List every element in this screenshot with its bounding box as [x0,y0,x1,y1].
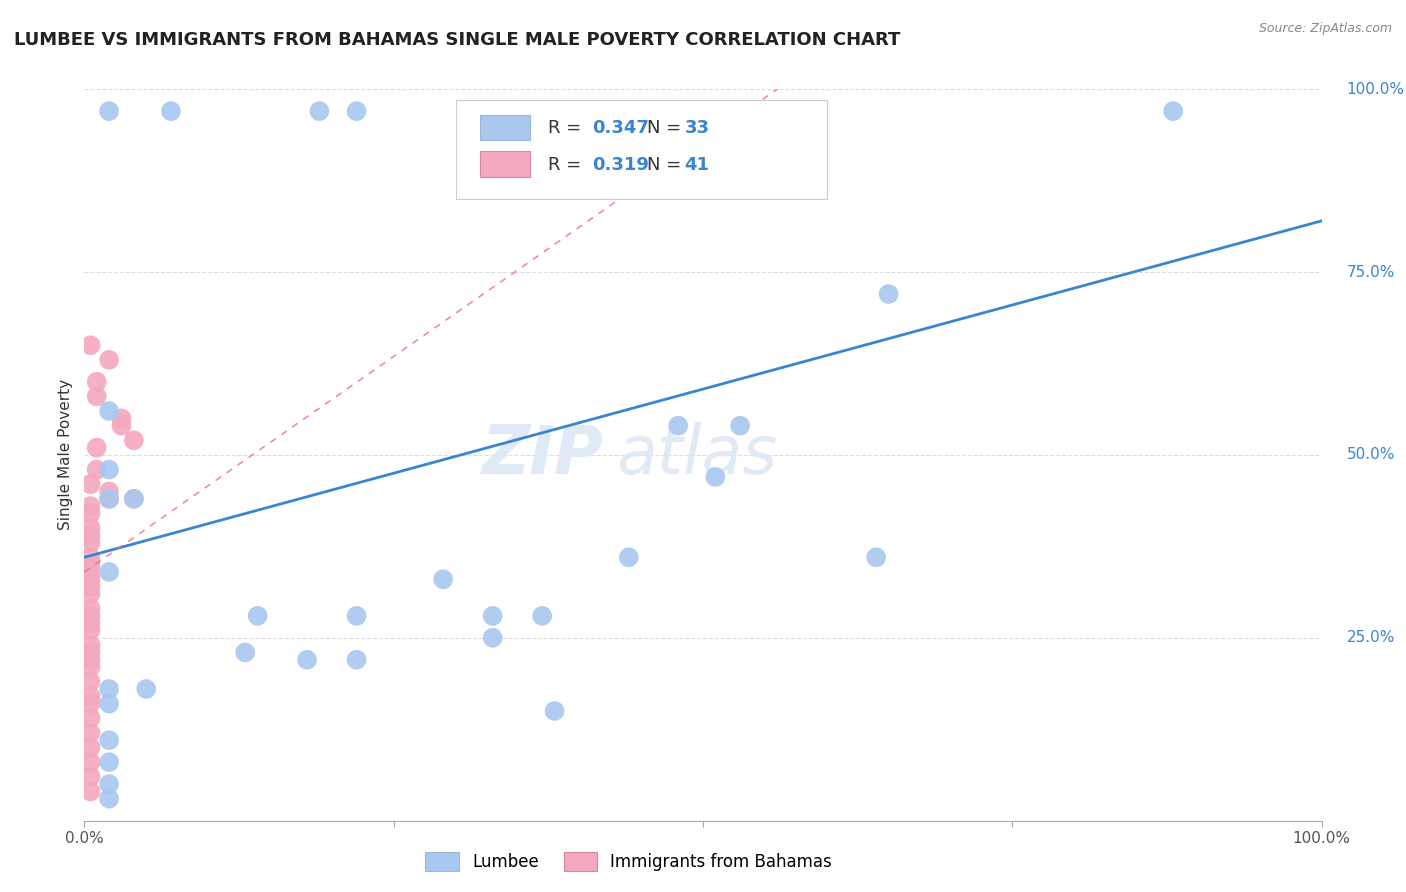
Point [79,624,101,638]
Text: N =: N = [647,119,688,137]
Point [246,608,269,623]
Point [160,104,183,119]
Point [79,770,101,784]
Point [79,565,101,579]
Text: 100.0%: 100.0% [1347,82,1405,96]
Point [98,681,121,696]
Text: 33: 33 [685,119,710,137]
Point [79,587,101,601]
Legend: Lumbee, Immigrants from Bahamas: Lumbee, Immigrants from Bahamas [419,846,839,878]
Point [481,631,503,645]
Point [86,375,108,389]
Point [110,418,132,433]
Point [79,645,101,659]
Point [666,418,689,433]
Point [79,726,101,740]
Point [79,507,101,521]
Point [79,477,101,491]
Point [79,660,101,674]
Point [98,791,121,805]
Point [86,441,108,455]
Text: 0.347: 0.347 [592,119,648,137]
Point [98,352,121,367]
Point [79,499,101,513]
Text: 0.319: 0.319 [592,155,648,174]
Point [79,338,101,352]
Text: 75.0%: 75.0% [1347,265,1395,279]
Point [79,711,101,725]
Point [79,572,101,586]
Point [98,733,121,747]
Point [86,462,108,476]
Point [233,645,256,659]
Point [79,755,101,769]
Point [122,491,145,506]
Point [79,740,101,755]
Point [346,104,368,119]
Text: atlas: atlas [616,422,778,488]
Point [346,653,368,667]
Point [79,550,101,565]
Text: 50.0%: 50.0% [1347,448,1395,462]
Point [617,550,640,565]
Point [98,565,121,579]
Point [79,690,101,704]
Point [98,462,121,476]
Point [728,418,751,433]
Text: ZIP: ZIP [482,422,605,488]
Y-axis label: Single Male Poverty: Single Male Poverty [58,379,73,531]
Point [79,638,101,652]
Point [79,521,101,535]
Point [122,491,145,506]
Point [79,784,101,798]
Point [79,616,101,631]
Point [79,601,101,615]
Point [865,550,887,565]
FancyBboxPatch shape [481,152,530,177]
Point [122,434,145,448]
FancyBboxPatch shape [481,115,530,140]
Point [79,653,101,667]
Point [79,528,101,542]
Point [531,608,554,623]
Point [79,697,101,711]
Point [432,572,454,586]
Point [98,484,121,499]
Point [98,697,121,711]
Text: Source: ZipAtlas.com: Source: ZipAtlas.com [1258,22,1392,36]
Point [98,104,121,119]
Point [135,681,157,696]
Point [98,491,121,506]
Point [79,674,101,689]
Point [86,389,108,403]
Text: 41: 41 [685,155,710,174]
Point [877,287,900,301]
Text: LUMBEE VS IMMIGRANTS FROM BAHAMAS SINGLE MALE POVERTY CORRELATION CHART: LUMBEE VS IMMIGRANTS FROM BAHAMAS SINGLE… [14,31,900,49]
Point [110,411,132,425]
Point [704,470,727,484]
Point [1161,104,1184,119]
Point [79,608,101,623]
FancyBboxPatch shape [456,100,827,199]
Text: R =: R = [548,119,588,137]
Text: 25.0%: 25.0% [1347,631,1395,645]
Point [98,755,121,769]
Text: N =: N = [647,155,688,174]
Point [79,535,101,549]
Point [98,777,121,791]
Point [308,104,330,119]
Point [98,491,121,506]
Point [543,704,565,718]
Point [295,653,318,667]
Point [346,608,368,623]
Point [79,580,101,594]
Point [79,558,101,572]
Text: R =: R = [548,155,588,174]
Point [481,608,503,623]
Point [98,404,121,418]
